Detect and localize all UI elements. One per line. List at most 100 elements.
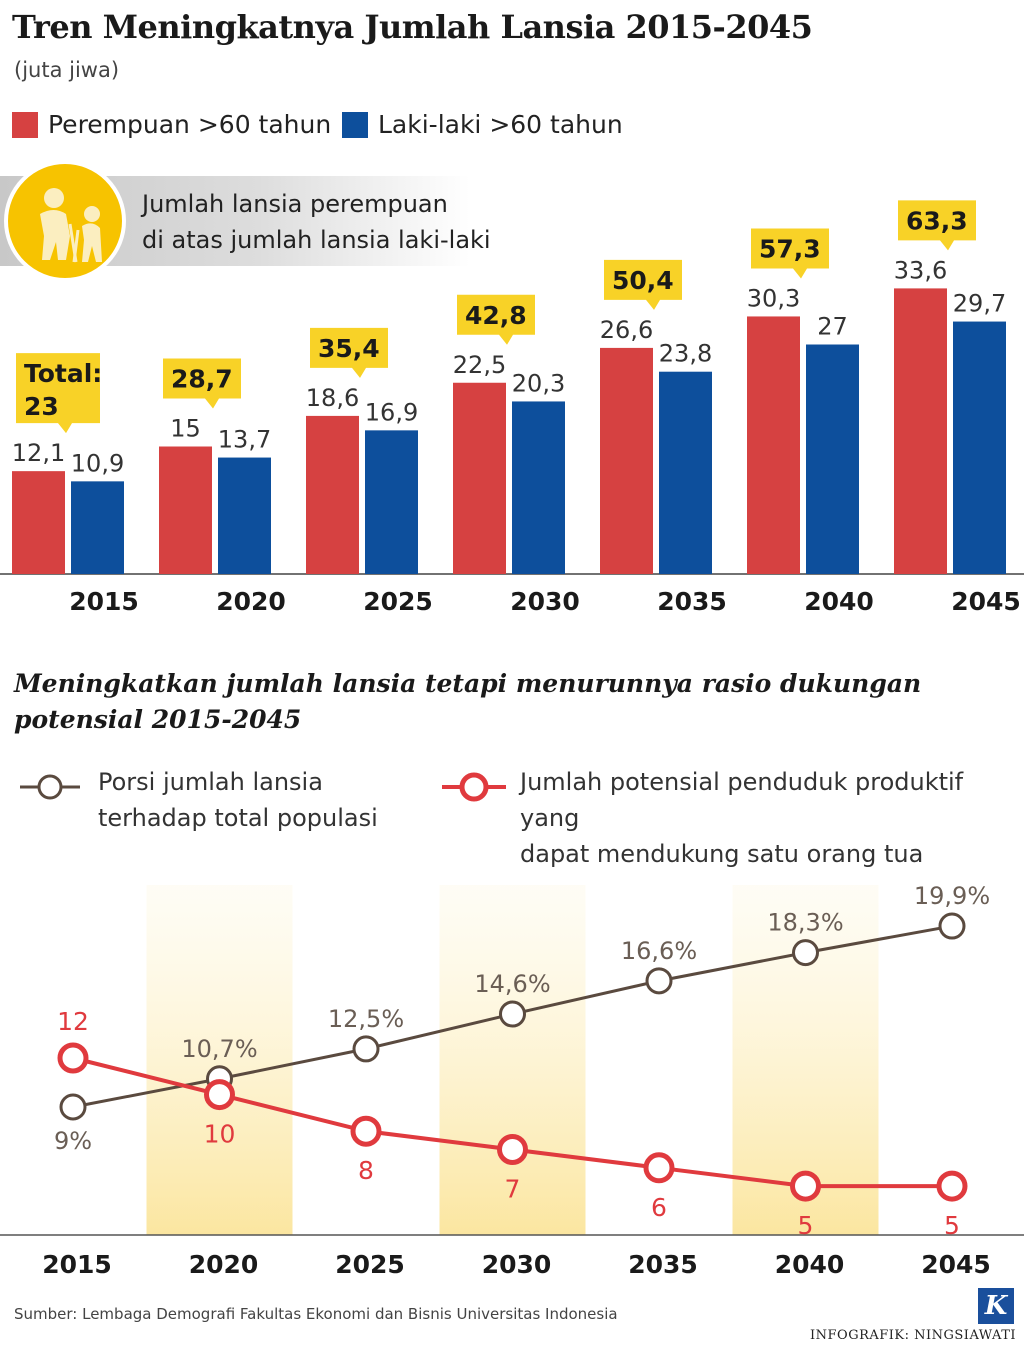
data-label-male-2025: 16,9 bbox=[365, 398, 418, 426]
chart-title: Tren Meningkatnya Jumlah Lansia 2015-204… bbox=[12, 8, 813, 46]
x-tick-2035: 2035 bbox=[628, 1250, 698, 1279]
total-label-2030: 42,8 bbox=[465, 301, 527, 330]
note-text: Jumlah lansia perempuan di atas jumlah l… bbox=[142, 186, 491, 258]
legend-female: Perempuan >60 tahun bbox=[12, 110, 331, 139]
total-callout-2045 bbox=[898, 200, 976, 251]
data-label-female-2030: 22,5 bbox=[453, 351, 506, 379]
legend-brown-line-icon bbox=[20, 774, 80, 800]
legend-brown-line-2: terhadap total populasi bbox=[98, 804, 378, 832]
data-label-porsi-2040: 18,3% bbox=[767, 909, 843, 937]
data-label-rasio-2015: 12 bbox=[57, 1007, 89, 1036]
legend-red-line-1: Jumlah potensial penduduk produktif yang bbox=[520, 768, 964, 832]
point-rasio-2025 bbox=[350, 1115, 382, 1147]
data-label-porsi-2035: 16,6% bbox=[621, 937, 697, 965]
data-label-rasio-2020: 10 bbox=[204, 1120, 236, 1149]
legend-female-swatch bbox=[12, 111, 38, 138]
x-tick-2015: 2015 bbox=[42, 1250, 112, 1279]
data-label-male-2015: 10,9 bbox=[71, 449, 124, 477]
data-label-porsi-2015: 9% bbox=[54, 1127, 92, 1155]
bar-female-2015 bbox=[12, 471, 65, 574]
data-label-male-2040: 27 bbox=[817, 313, 848, 341]
highlight-band-2030 bbox=[439, 885, 586, 1235]
total-callout-2030 bbox=[457, 294, 535, 345]
data-label-rasio-2025: 8 bbox=[358, 1156, 374, 1185]
data-label-female-2035: 26,6 bbox=[600, 316, 653, 344]
bar-female-2035 bbox=[600, 347, 653, 574]
total-label-2045: 63,3 bbox=[906, 206, 968, 235]
bar-chart: 12,1 10,9 2015 Total: 23 15 13,7 2020 28,7 18,616… bbox=[0, 200, 1024, 616]
total-callout-2020 bbox=[163, 358, 241, 409]
publisher-logo: K bbox=[978, 1288, 1014, 1324]
data-label-porsi-2030: 14,6% bbox=[474, 970, 550, 998]
x-tick-2045: 2045 bbox=[951, 587, 1021, 616]
legend-male: Laki-laki >60 tahun bbox=[342, 110, 623, 139]
total-label-2035: 50,4 bbox=[612, 266, 674, 295]
point-porsi-2025 bbox=[352, 1035, 380, 1063]
data-label-porsi-2020: 10,7% bbox=[181, 1035, 257, 1063]
data-label-male-2045: 29,7 bbox=[953, 290, 1006, 318]
legend-red-line-icon bbox=[442, 772, 506, 802]
data-label-female-2015: 12,1 bbox=[12, 439, 65, 467]
data-label-male-2035: 23,8 bbox=[659, 340, 712, 368]
x-tick-2030: 2030 bbox=[510, 587, 580, 616]
data-label-rasio-2045: 5 bbox=[944, 1211, 960, 1240]
subtitle-line-2: potensial 2015-2045 bbox=[14, 705, 302, 734]
bar-male-2020 bbox=[218, 457, 271, 574]
total-label-2025: 35,4 bbox=[318, 334, 380, 363]
bar-female-2045 bbox=[894, 288, 947, 574]
point-porsi-2040 bbox=[792, 939, 819, 967]
data-label-male-2030: 20,3 bbox=[512, 369, 565, 397]
data-label-rasio-2030: 7 bbox=[505, 1175, 521, 1204]
x-tick-2045: 2045 bbox=[921, 1250, 991, 1279]
point-porsi-2015 bbox=[59, 1093, 87, 1121]
bar-female-2040 bbox=[747, 316, 800, 574]
note-line-1: Jumlah lansia perempuan bbox=[142, 190, 448, 218]
x-tick-2040: 2040 bbox=[804, 587, 874, 616]
point-rasio-2030 bbox=[497, 1134, 528, 1165]
point-rasio-2020 bbox=[204, 1079, 235, 1111]
legend-male-swatch bbox=[342, 111, 368, 138]
legend-brown-line-1: Porsi jumlah lansia bbox=[98, 768, 323, 796]
x-tick-2030: 2030 bbox=[482, 1250, 552, 1279]
legend-brown: Porsi jumlah lansia terhadap total popul… bbox=[98, 764, 378, 836]
highlight-band-2020 bbox=[146, 885, 293, 1235]
legend-red: Jumlah potensial penduduk produktif yang… bbox=[520, 764, 1024, 872]
x-tick-2025: 2025 bbox=[363, 587, 433, 616]
legend-red-line-2: dapat mendukung satu orang tua bbox=[520, 840, 924, 868]
legend-male-label: Laki-laki >60 tahun bbox=[378, 110, 623, 139]
data-label-female-2045: 33,6 bbox=[894, 256, 947, 284]
subtitle-line-1: Meningkatkan jumlah lansia tetapi menuru… bbox=[14, 669, 922, 698]
data-label-female-2040: 30,3 bbox=[747, 284, 800, 312]
source-note: Sumber: Lembaga Demografi Fakultas Ekono… bbox=[14, 1305, 618, 1323]
x-tick-2040: 2040 bbox=[775, 1250, 845, 1279]
bar-female-2020 bbox=[159, 446, 212, 574]
bar-female-2025 bbox=[306, 415, 359, 574]
bar-male-2040 bbox=[806, 344, 859, 574]
bar-male-2030 bbox=[512, 401, 565, 574]
bar-male-2045 bbox=[953, 321, 1006, 574]
note-line-2: di atas jumlah lansia laki-laki bbox=[142, 226, 491, 254]
total-callout-2035 bbox=[604, 259, 682, 310]
data-label-rasio-2040: 5 bbox=[798, 1211, 814, 1240]
point-porsi-2030 bbox=[499, 1000, 526, 1028]
unit-label: (juta jiwa) bbox=[14, 58, 120, 82]
point-rasio-2040 bbox=[790, 1170, 821, 1202]
line-chart: 9% 10,7% 12,5% 14,6% 16,6% 18,3% 19,9% 12 10 8 7 6 5… bbox=[0, 882, 1024, 1279]
data-label-female-2025: 18,6 bbox=[306, 384, 359, 412]
data-label-porsi-2025: 12,5% bbox=[328, 1005, 404, 1033]
total-callout-2025 bbox=[310, 327, 388, 378]
bar-male-2015 bbox=[71, 481, 124, 574]
x-tick-2035: 2035 bbox=[657, 587, 727, 616]
line-chart-subtitle: Meningkatkan jumlah lansia tetapi menuru… bbox=[14, 666, 921, 738]
bar-male-2035 bbox=[659, 371, 712, 574]
bar-female-2030 bbox=[453, 382, 506, 574]
total-callout-2015 bbox=[16, 353, 100, 434]
point-porsi-2045 bbox=[938, 912, 966, 940]
bar-male-2025 bbox=[365, 430, 418, 574]
data-label-male-2020: 13,7 bbox=[218, 426, 271, 454]
elderly-couple-icon bbox=[4, 160, 126, 282]
total-callout-2040 bbox=[751, 228, 829, 279]
x-tick-2015: 2015 bbox=[69, 587, 139, 616]
credit-note: INFOGRAFIK: NINGSIAWATI bbox=[810, 1328, 1016, 1343]
total-label-line2-2015: 23 bbox=[24, 392, 59, 421]
